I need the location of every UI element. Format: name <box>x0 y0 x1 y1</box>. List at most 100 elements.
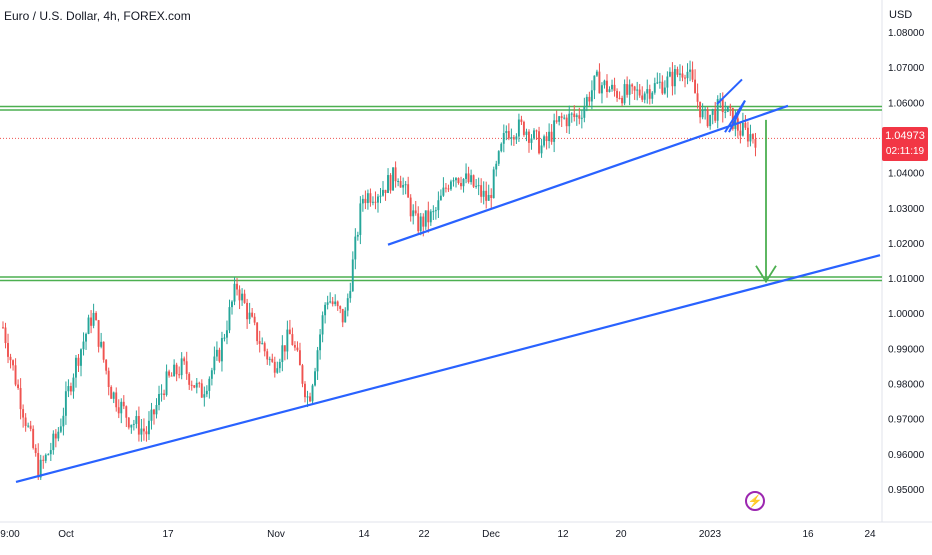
candle-body <box>67 386 70 392</box>
candle-body <box>195 382 198 388</box>
candle-body <box>600 85 603 94</box>
y-tick-label: 1.03000 <box>888 204 925 215</box>
candle-body <box>304 383 306 398</box>
candle-body <box>42 459 45 461</box>
candle-body <box>24 417 27 426</box>
candle-body <box>366 193 369 204</box>
x-tick-label: 16 <box>802 529 814 540</box>
candle-body <box>412 210 415 217</box>
candle-body <box>77 357 80 366</box>
candle-body <box>198 382 201 384</box>
x-tick-label: Oct <box>58 529 74 540</box>
lightning-icon[interactable]: ⚡ <box>745 491 765 511</box>
candle-body <box>656 82 659 84</box>
candle-body <box>248 312 251 320</box>
last-price-tag: 1.04973 02:11:19 <box>882 127 928 161</box>
candle-body <box>724 111 727 113</box>
candle-body <box>704 109 707 111</box>
candle-body <box>236 283 238 290</box>
candle-body <box>105 359 108 371</box>
candle-body <box>432 211 435 213</box>
candle-body <box>719 98 722 100</box>
candle-body <box>218 349 221 362</box>
candle-body <box>137 416 140 435</box>
candle-body <box>371 201 374 203</box>
candle-body <box>256 322 259 342</box>
candle-body <box>326 302 329 305</box>
candle-body <box>555 120 558 122</box>
candle-body <box>681 73 684 78</box>
candle-body <box>334 301 337 305</box>
candle-body <box>663 87 666 94</box>
candle-body <box>203 394 206 398</box>
candle-body <box>540 145 543 154</box>
candle-body <box>39 459 42 478</box>
candle-body <box>517 119 520 137</box>
x-tick-label: 22 <box>418 529 430 540</box>
candle-body <box>691 69 694 80</box>
candle-body <box>515 136 518 140</box>
candle-body <box>54 433 57 439</box>
candle-body <box>130 424 133 428</box>
candle-body <box>321 315 324 335</box>
bar-countdown: 02:11:19 <box>885 146 925 157</box>
candle-body <box>100 341 103 347</box>
candle-body <box>135 416 138 424</box>
candle-body <box>225 330 228 338</box>
candle-body <box>286 329 289 352</box>
candle-body <box>578 115 581 119</box>
candle-body <box>273 361 276 373</box>
candle-body <box>480 185 483 197</box>
candle-body <box>548 131 551 142</box>
candle-body <box>507 131 510 139</box>
candle-body <box>673 69 676 87</box>
candle-body <box>545 136 548 142</box>
candle-body <box>268 358 271 360</box>
candle-body <box>699 101 702 118</box>
y-tick-label: 1.02000 <box>888 239 925 250</box>
candle-body <box>553 120 556 142</box>
candle-body <box>449 181 452 190</box>
candle-body <box>588 96 591 102</box>
candle-body <box>258 341 261 344</box>
candle-body <box>253 316 256 323</box>
candle-body <box>283 345 286 352</box>
candle-body <box>90 317 92 326</box>
candle-body <box>543 136 545 146</box>
candle-body <box>487 194 490 201</box>
candle-body <box>331 301 334 305</box>
candle-body <box>115 392 118 408</box>
candle-body <box>188 373 191 385</box>
candle-body <box>306 396 309 398</box>
candle-body <box>741 122 744 136</box>
x-tick-label: 14 <box>358 529 370 540</box>
candle-body <box>231 301 233 308</box>
candle-body <box>29 425 32 429</box>
x-tick-label: 24 <box>864 529 876 540</box>
candle-body <box>9 356 12 361</box>
candle-body <box>424 210 427 227</box>
candle-body <box>404 184 407 186</box>
candle-body <box>213 356 216 371</box>
candle-body <box>72 377 75 392</box>
candle-body <box>744 122 747 128</box>
candle-body <box>595 71 598 76</box>
candle-body <box>510 137 513 139</box>
candle-body <box>22 409 25 418</box>
candle-body <box>173 364 176 377</box>
x-tick-label: Nov <box>267 529 285 540</box>
candle-body <box>716 99 719 121</box>
candle-body <box>27 425 30 427</box>
candle-body <box>648 89 651 99</box>
candle-body <box>145 431 148 435</box>
candle-body <box>676 69 679 75</box>
candle-body <box>497 151 500 164</box>
candle-body <box>296 347 299 351</box>
candle-body <box>210 370 213 379</box>
x-tick-label: 17 <box>162 529 174 540</box>
candle-body <box>533 130 535 139</box>
candle-body <box>706 109 709 127</box>
candle-body <box>120 401 123 414</box>
